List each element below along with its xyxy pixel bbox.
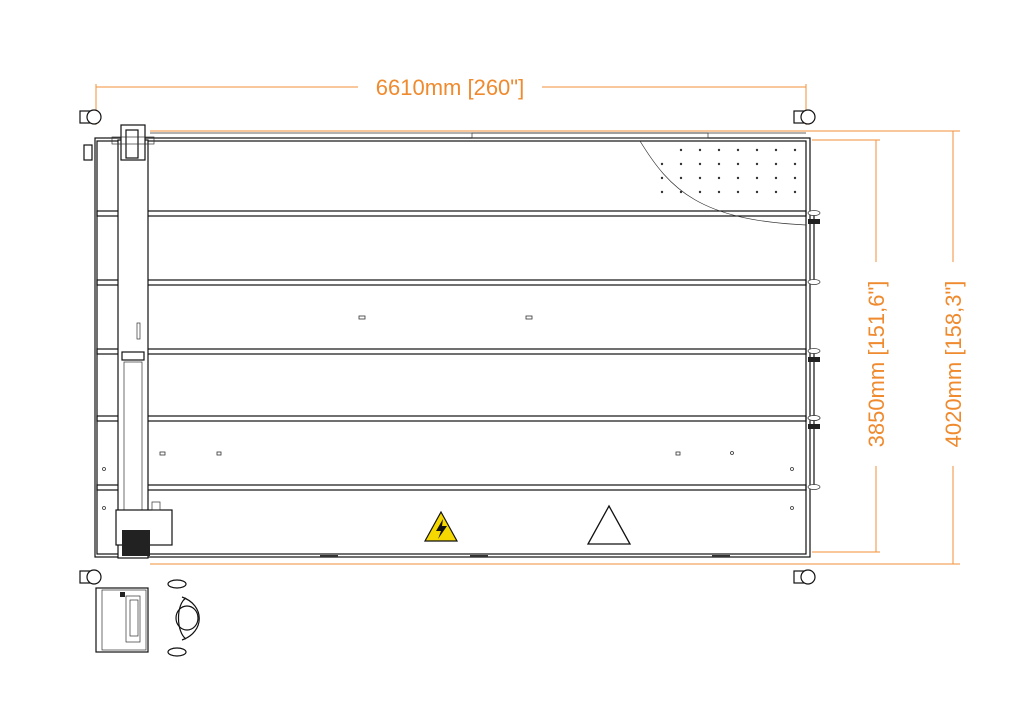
table-frame <box>83 132 821 558</box>
vacuum-hole <box>660 162 664 166</box>
vacuum-hole <box>717 162 721 166</box>
clamp-block <box>808 219 820 224</box>
caution-triangle-icon <box>586 504 632 545</box>
vacuum-hole <box>774 162 778 166</box>
table-slat <box>96 210 807 217</box>
control-station-icon <box>95 587 149 653</box>
caster-icon <box>79 109 102 125</box>
operator-icon <box>167 579 200 657</box>
vacuum-hole <box>717 176 721 180</box>
clamp-block <box>808 357 820 362</box>
vacuum-hole <box>736 190 740 194</box>
outer-depth-label: 4020mm [158,3"] <box>941 281 966 448</box>
depth-dimensions: 3850mm [151,6"] 4020mm [158,3"] <box>150 130 966 565</box>
vacuum-hole <box>793 176 797 180</box>
vacuum-hole <box>679 176 683 180</box>
vacuum-hole <box>736 176 740 180</box>
vacuum-hole <box>660 176 664 180</box>
clamp-block <box>808 424 820 429</box>
inner-depth-label: 3850mm [151,6"] <box>864 281 889 448</box>
vacuum-hole <box>774 176 778 180</box>
vacuum-hole <box>698 162 702 166</box>
gantry <box>111 124 173 559</box>
vacuum-hole <box>679 162 683 166</box>
caster-icon <box>79 569 102 585</box>
table-slat <box>96 484 807 491</box>
table-slat <box>96 279 807 286</box>
vacuum-hole <box>698 176 702 180</box>
table-slat <box>96 348 807 355</box>
vacuum-hole <box>736 148 740 152</box>
vacuum-hole <box>755 176 759 180</box>
vacuum-hole <box>679 190 683 194</box>
caster-icon <box>793 569 816 585</box>
vacuum-hole <box>755 190 759 194</box>
casters <box>79 109 816 585</box>
vacuum-hole <box>736 162 740 166</box>
vacuum-hole <box>774 190 778 194</box>
high-voltage-warning-icon <box>423 510 459 542</box>
vacuum-hole <box>679 148 683 152</box>
vacuum-hole <box>774 148 778 152</box>
vacuum-hole <box>793 190 797 194</box>
table-slat <box>96 415 807 422</box>
vacuum-hole <box>755 162 759 166</box>
vacuum-hole <box>793 148 797 152</box>
vacuum-hole <box>717 190 721 194</box>
caster-icon <box>793 109 816 125</box>
vacuum-hole <box>660 190 664 194</box>
width-dimension: 6610mm [260"] <box>95 75 807 125</box>
vacuum-hole <box>755 148 759 152</box>
vacuum-hole <box>698 190 702 194</box>
width-label: 6610mm [260"] <box>376 75 524 100</box>
vacuum-hole <box>793 162 797 166</box>
vacuum-hole <box>698 148 702 152</box>
vacuum-hole <box>717 148 721 152</box>
